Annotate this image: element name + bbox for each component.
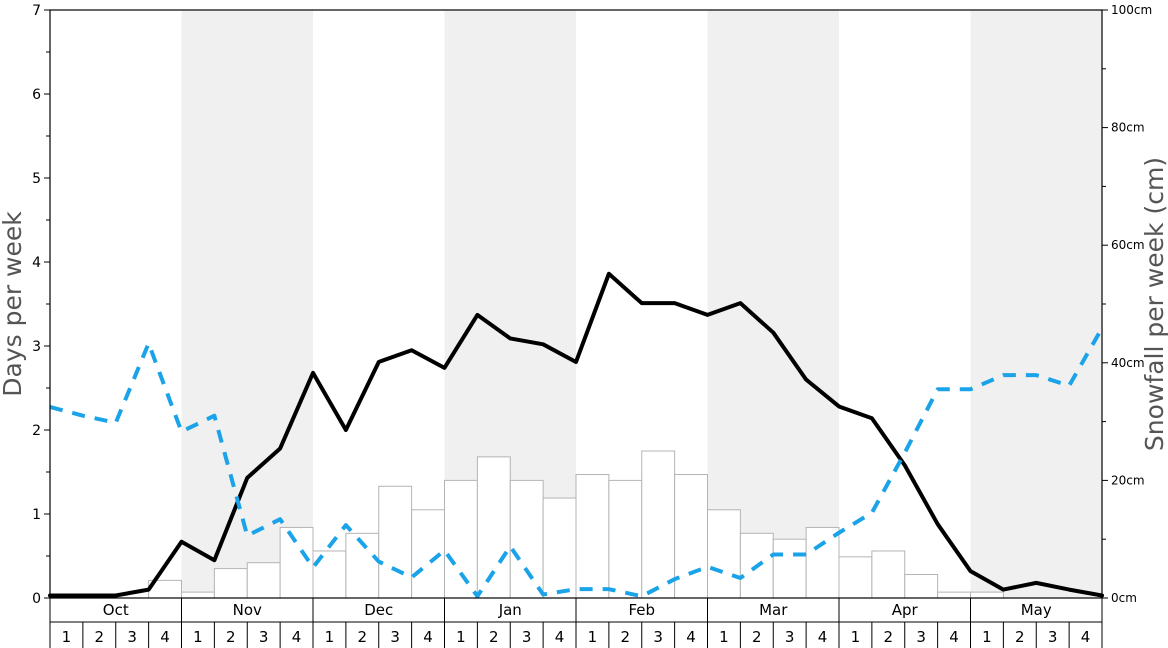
week-label: 3 [785,628,795,646]
y-axis-left-label: Days per week [0,211,27,397]
days-bar [805,526,840,599]
right-axis: 0cm 20cm 40cm 60cm 80cm 100cm [1102,3,1152,605]
days-bar [772,538,807,599]
right-tick-label: 20cm [1111,473,1145,487]
days-bar [279,526,314,599]
days-bar [904,573,939,599]
week-label: 4 [949,628,959,646]
days-bar [181,591,215,599]
month-label: Feb [628,601,655,619]
left-tick-label: 7 [32,3,41,19]
month-band [970,10,1102,598]
left-tick-label: 3 [32,339,41,355]
week-label: 4 [292,628,302,646]
week-label: 3 [522,628,532,646]
month-label: Dec [364,601,393,619]
week-label: 4 [423,628,433,646]
days-bar [476,456,511,599]
week-label: 4 [818,628,828,646]
week-label: 4 [555,628,565,646]
days-bar [542,497,577,599]
days-line [48,271,1104,598]
week-label: 2 [884,628,894,646]
y-axis-right-label: Snowfall per week (cm) [1140,157,1168,451]
days-bar [608,479,643,599]
week-label: 2 [226,628,236,646]
week-label: 3 [916,628,926,646]
left-tick-label: 5 [32,171,41,187]
month-band [181,10,313,598]
month-axis: Oct Nov Dec Jan Feb Mar Apr May [49,598,1103,648]
left-tick-label: 1 [32,507,41,523]
days-bar [575,474,610,599]
days-bar [246,562,281,599]
days-bar [937,591,971,599]
week-label: 3 [653,628,663,646]
week-label: 1 [456,628,466,646]
week-label: 3 [1048,628,1058,646]
week-label: 3 [259,628,269,646]
days-bar [838,556,873,599]
week-label: 1 [982,628,992,646]
days-bar [444,479,478,599]
snowfall-line [49,327,1104,599]
week-label: 1 [588,628,598,646]
week-label: 1 [62,628,72,646]
days-bar [707,509,741,599]
week-label: 2 [752,628,762,646]
days-bar [674,474,708,599]
week-label: 2 [1015,628,1025,646]
week-label: 2 [621,628,631,646]
right-tick-label: 40cm [1111,356,1145,370]
days-bar [641,450,676,599]
week-label: 4 [686,628,696,646]
month-label: Mar [759,601,788,619]
month-label: Oct [103,601,129,619]
left-axis: 0 1 2 3 4 5 6 7 [32,3,50,607]
month-band [707,10,839,598]
month-label: Apr [892,601,919,619]
left-tick-label: 4 [32,255,41,271]
right-tick-label: 60cm [1111,238,1145,252]
week-label: 3 [390,628,400,646]
days-bar [509,479,544,599]
days-bar [970,591,1004,599]
month-label: Jan [498,601,522,619]
left-tick-label: 0 [32,591,41,607]
right-tick-label: 100cm [1111,3,1152,17]
week-label: 1 [851,628,861,646]
month-bands [181,10,1102,598]
left-tick-label: 6 [32,87,41,103]
days-bar [213,568,248,599]
week-label: 1 [193,628,203,646]
week-label: 3 [127,628,137,646]
week-label: 2 [489,628,499,646]
week-label: 1 [325,628,335,646]
month-label: May [1021,601,1052,619]
month-label: Nov [233,601,262,619]
left-tick-label: 2 [32,423,41,439]
right-tick-label: 0cm [1111,591,1137,605]
week-label: 2 [95,628,105,646]
right-tick-label: 80cm [1111,121,1145,135]
week-label: 4 [1081,628,1091,646]
days-bar [378,485,413,599]
week-label: 2 [358,628,368,646]
days-bar [871,550,906,599]
week-label: 4 [160,628,170,646]
days-bars [148,450,1004,599]
week-axis: 1 2 3 4 1 2 3 4 1 2 3 4 1 2 3 4 1 2 3 4 1 2 3 4 1 2 3 4 1 2 3 4 [49,622,1091,648]
week-label: 1 [719,628,729,646]
